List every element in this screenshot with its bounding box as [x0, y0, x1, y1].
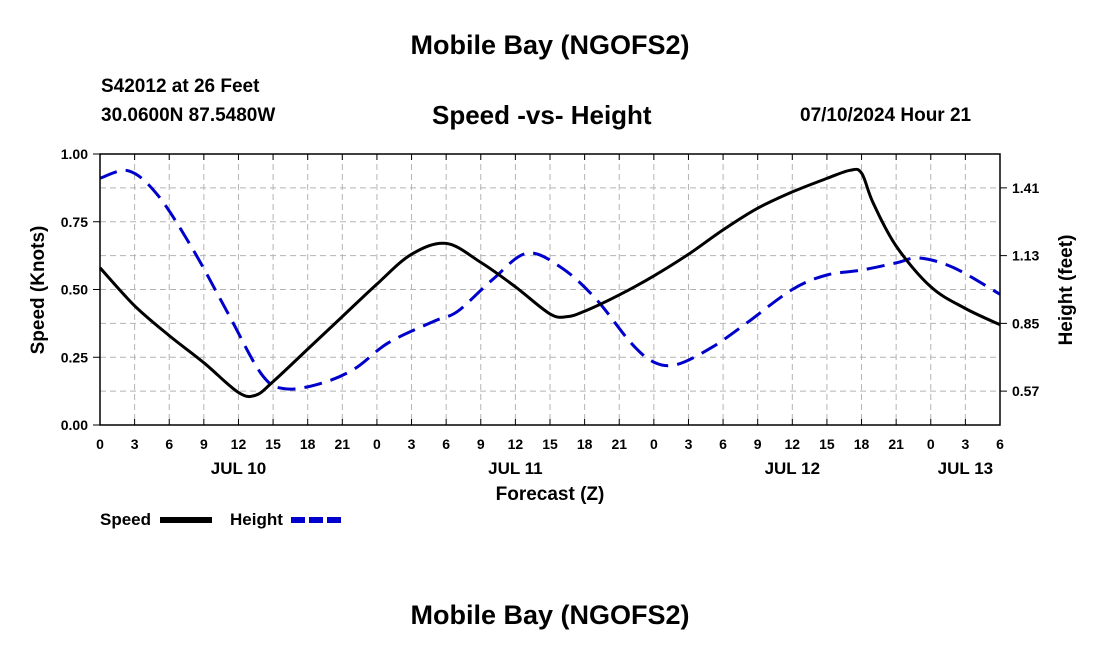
x-tick-label: 15 — [542, 436, 558, 452]
x-tick-label: 6 — [719, 436, 727, 452]
x-axis-title: Forecast (Z) — [496, 484, 605, 505]
x-day-label: JUL 11 — [488, 459, 543, 478]
x-tick-label: 3 — [685, 436, 693, 452]
y-left-axis-title: Speed (Knots) — [28, 226, 49, 355]
forecast-datetime: 07/10/2024 Hour 21 — [800, 105, 972, 126]
y-right-tick-label: 0.85 — [1012, 315, 1039, 331]
grid — [100, 154, 1000, 425]
x-tick-label: 6 — [442, 436, 450, 452]
axis-ticks — [93, 153, 1007, 426]
station-label: S42012 at 26 Feet — [101, 76, 260, 97]
series-line-speed — [98, 167, 1001, 399]
y-left-tick-label: 0.75 — [61, 214, 88, 230]
x-day-label: JUL 12 — [765, 459, 820, 478]
series-line-height — [99, 168, 1001, 391]
x-tick-label: 18 — [577, 436, 593, 452]
x-tick-label: 15 — [265, 436, 281, 452]
x-tick-label: 9 — [754, 436, 762, 452]
x-tick-label: 18 — [854, 436, 870, 452]
x-tick-label: 0 — [927, 436, 935, 452]
legend: Speed Height — [100, 510, 342, 529]
x-tick-label: 12 — [508, 436, 524, 452]
x-tick-label: 0 — [373, 436, 381, 452]
x-tick-label: 0 — [96, 436, 104, 452]
y-left-tick-label: 0.00 — [61, 417, 88, 433]
x-tick-label: 3 — [131, 436, 139, 452]
series-layer — [98, 167, 1001, 399]
y-right-tick-label: 1.41 — [1012, 180, 1039, 196]
x-tick-label: 3 — [961, 436, 969, 452]
x-tick-label: 0 — [650, 436, 658, 452]
x-tick-label: 9 — [477, 436, 485, 452]
x-day-label: JUL 10 — [211, 459, 266, 478]
x-tick-label: 6 — [996, 436, 1004, 452]
legend-label-height: Height — [230, 510, 283, 529]
y-left-tick-label: 0.25 — [61, 349, 88, 365]
x-tick-label: 21 — [611, 436, 627, 452]
x-tick-label: 9 — [200, 436, 208, 452]
y-right-axis-title: Height (feet) — [1056, 235, 1077, 346]
axis-labels: 0 3 6 9 12 15 18 21 0 3 6 9 12 15 18 21 0 3 6 9 12 15 18 21 0 3 6 0… — [28, 146, 1077, 505]
chart-subtitle: Speed -vs- Height — [432, 100, 652, 130]
x-tick-label: 12 — [785, 436, 801, 452]
x-tick-label: 18 — [300, 436, 316, 452]
y-left-tick-label: 1.00 — [61, 146, 88, 162]
x-tick-label: 21 — [888, 436, 904, 452]
legend-label-speed: Speed — [100, 510, 151, 529]
y-right-tick-label: 0.57 — [1012, 383, 1039, 399]
y-left-tick-label: 0.50 — [61, 282, 88, 298]
x-tick-label: 12 — [231, 436, 247, 452]
x-tick-label: 15 — [819, 436, 835, 452]
x-tick-label: 6 — [165, 436, 173, 452]
bottom-title: Mobile Bay (NGOFS2) — [410, 600, 690, 630]
y-right-tick-label: 1.13 — [1012, 248, 1039, 264]
main-title: Mobile Bay (NGOFS2) — [410, 30, 690, 60]
coordinates-label: 30.0600N 87.5480W — [101, 105, 276, 126]
x-day-label: JUL 13 — [938, 459, 993, 478]
x-tick-label: 3 — [408, 436, 416, 452]
x-tick-label: 21 — [335, 436, 351, 452]
